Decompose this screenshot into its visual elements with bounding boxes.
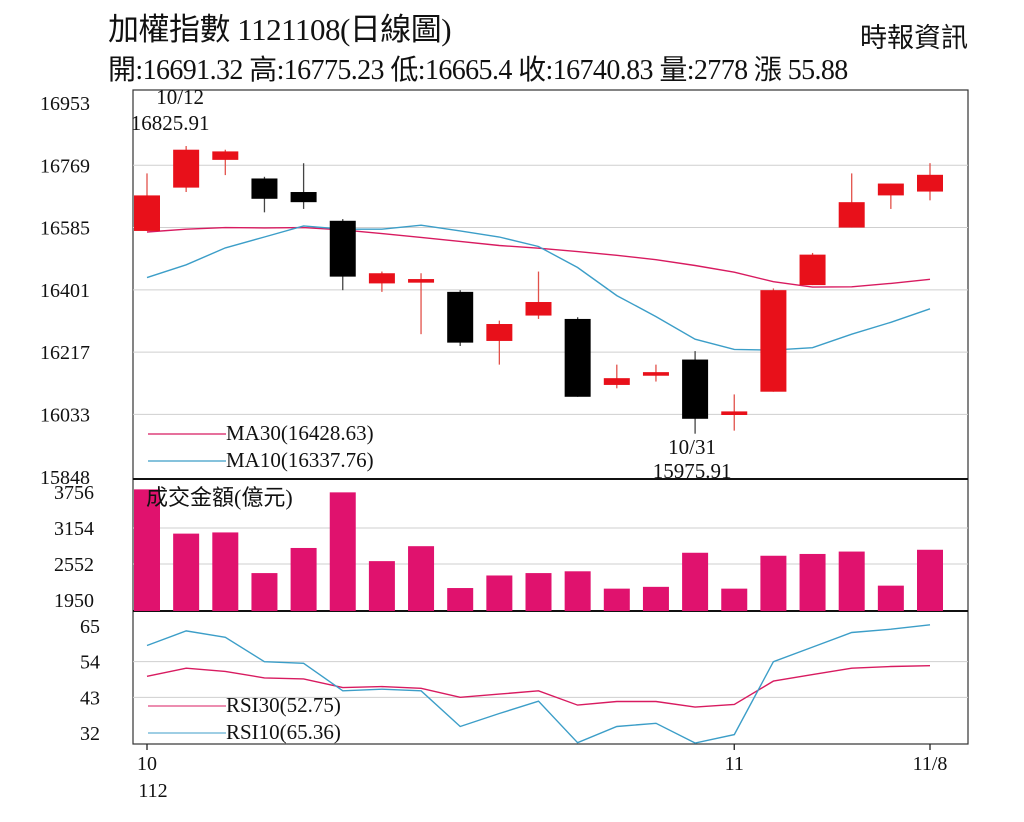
rsi-tick-label: 54	[80, 652, 100, 674]
volume-tick-label: 1950	[54, 590, 94, 612]
chart-frame	[132, 89, 969, 745]
candle-body	[564, 318, 591, 397]
candle-body	[486, 324, 513, 341]
candle-body	[642, 372, 669, 376]
volume-bar	[564, 571, 591, 611]
volume-bar	[408, 546, 435, 611]
volume-bar	[838, 551, 865, 611]
candle-body	[368, 273, 395, 284]
x-tick-label: 11	[725, 753, 744, 775]
volume-title: 成交金額(億元)	[146, 485, 293, 510]
candle-body	[212, 151, 239, 160]
candle-body	[408, 279, 435, 283]
volume-tick-label: 3756	[54, 482, 94, 504]
rsi-tick-label: 65	[80, 616, 100, 638]
candle-body	[799, 254, 826, 286]
rsi-legend-label: RSI10(65.36)	[226, 720, 341, 744]
volume-bar	[290, 547, 317, 611]
source-label: 時報資訊	[860, 23, 968, 53]
ma10-line	[146, 224, 931, 351]
volume-bar	[134, 489, 160, 611]
candle-body	[760, 290, 787, 392]
price-tick-label: 16585	[40, 218, 90, 240]
candle-body	[173, 149, 200, 188]
volume-bar	[486, 575, 513, 611]
volume-bar	[682, 552, 709, 611]
high-annotation-value: 16825.91	[131, 111, 210, 135]
rsi30-line	[146, 665, 931, 708]
ohlc-stats: 開:16691.32 高:16775.23 低:16665.4 收:16740.…	[108, 55, 848, 86]
volume-bar	[251, 573, 278, 611]
candle-body	[721, 411, 748, 415]
candle-body	[329, 220, 356, 277]
legend-label: MA10(16337.76)	[226, 448, 374, 472]
candle-body	[525, 302, 552, 316]
volume-bar	[368, 561, 395, 611]
volume-bar	[799, 553, 826, 611]
high-annotation-date: 10/12	[156, 85, 204, 109]
x-year-label: 112	[138, 780, 167, 802]
volume-bar	[721, 588, 748, 611]
candle-body	[603, 378, 630, 385]
chart-title: 加權指數 1121108(日線圖)	[108, 12, 452, 47]
price-tick-label: 16401	[40, 280, 90, 302]
candle-body	[251, 178, 278, 199]
volume-bar	[447, 588, 474, 611]
volume-bar	[212, 532, 239, 611]
candle-body	[877, 183, 904, 196]
candle-body	[838, 202, 865, 228]
candle-body	[290, 192, 317, 203]
volume-tick-label: 3154	[54, 518, 94, 540]
rsi-tick-label: 43	[80, 687, 100, 709]
rsi-legend-label: RSI30(52.75)	[226, 693, 341, 717]
low-annotation-date: 10/31	[668, 435, 716, 459]
volume-bar	[603, 588, 630, 611]
volume-bar	[173, 533, 200, 611]
legend-label: MA30(16428.63)	[226, 421, 374, 445]
price-tick-label: 15848	[40, 467, 90, 489]
ma30-line	[146, 226, 931, 288]
volume-bar	[917, 549, 943, 611]
rsi10-line	[146, 624, 931, 744]
candle-body	[447, 291, 474, 343]
price-tick-label: 16769	[40, 155, 90, 177]
candle-body	[917, 174, 943, 192]
candle-body	[682, 359, 709, 419]
x-tick-label: 10	[137, 753, 157, 775]
volume-tick-label: 2552	[54, 554, 94, 576]
volume-bar	[642, 586, 669, 611]
x-tick-label: 11/8	[913, 753, 948, 775]
volume-bar	[329, 492, 356, 611]
volume-bar	[525, 573, 552, 611]
price-tick-label: 16953	[40, 93, 90, 115]
rsi-tick-label: 32	[80, 723, 100, 745]
volume-bar	[877, 585, 904, 611]
price-tick-label: 16217	[40, 342, 90, 364]
volume-bar	[760, 555, 787, 611]
candle-body	[134, 195, 160, 231]
low-annotation-value: 15975.91	[653, 459, 732, 483]
price-tick-label: 16033	[40, 404, 90, 426]
